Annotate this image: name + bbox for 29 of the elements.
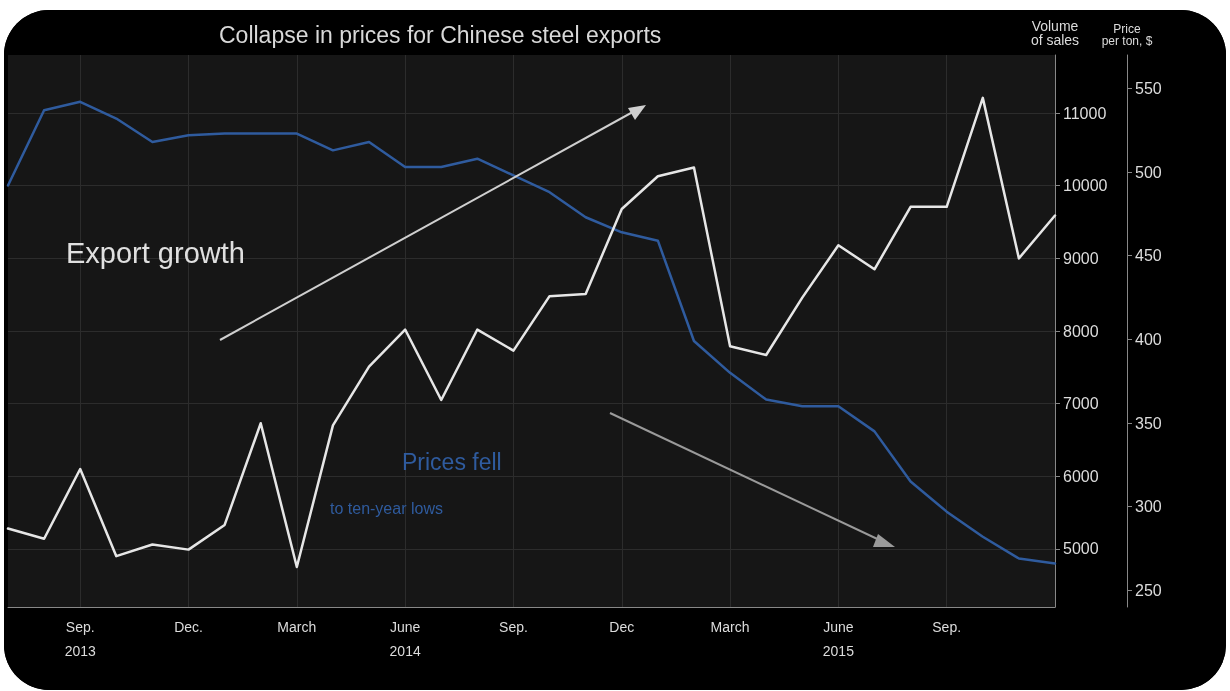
x-tick-label: Sep. — [499, 619, 528, 635]
x-tick-label: Sep. 2013 — [64, 619, 96, 659]
x-tick-label: June 2015 — [822, 619, 855, 659]
x-tick-label: Dec. — [174, 619, 203, 635]
annotation: Export growth — [66, 236, 245, 269]
y2-tick-label: 450 — [1135, 247, 1162, 265]
annotation: Prices fell — [402, 448, 502, 475]
y2-tick-label: 500 — [1135, 163, 1162, 181]
y2-tick-label: 550 — [1135, 79, 1162, 97]
y2-axis-title: Price per ton, $ — [1101, 22, 1153, 48]
y-tick-label: 9000 — [1063, 249, 1099, 267]
x-tick-label: June 2014 — [389, 619, 421, 659]
y2-tick-label: 350 — [1135, 414, 1162, 432]
y-axis-title: Volume of sales — [1030, 18, 1080, 48]
y-tick-label: 7000 — [1063, 395, 1099, 413]
y2-tick-label: 250 — [1135, 581, 1162, 599]
y2-tick-label: 400 — [1135, 330, 1162, 348]
y-tick-label: 6000 — [1063, 467, 1099, 485]
x-tick-label: Sep. — [932, 619, 962, 635]
y-tick-label: 8000 — [1063, 322, 1099, 340]
y-tick-label: 5000 — [1063, 540, 1099, 558]
annotation: to ten-year lows — [330, 499, 443, 517]
x-tick-label: March — [710, 619, 750, 635]
x-tick-label: March — [277, 619, 317, 635]
y-tick-label: 11000 — [1063, 104, 1107, 122]
y-tick-label: 10000 — [1063, 177, 1108, 195]
y2-tick-label: 300 — [1135, 498, 1162, 516]
chart-title: Collapse in prices for Chinese steel exports — [219, 21, 662, 48]
x-tick-label: Dec — [609, 619, 635, 635]
